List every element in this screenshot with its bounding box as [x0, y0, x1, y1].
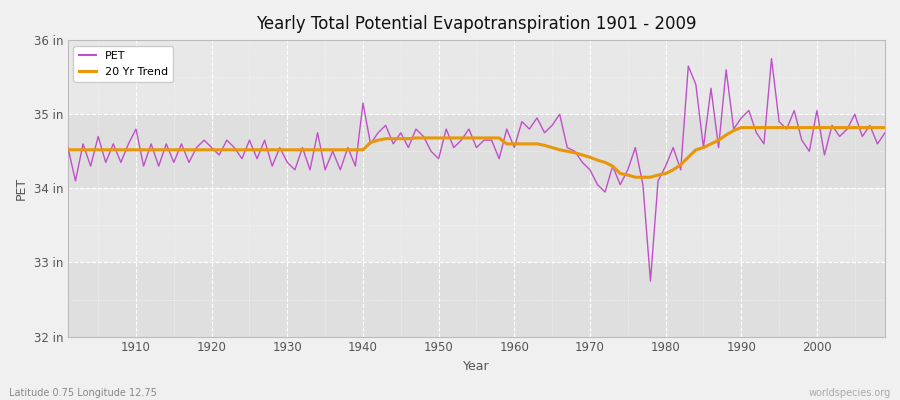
- 20 Yr Trend: [335, 148, 346, 152]
- 20 Yr Trend: [736, 125, 747, 130]
- 20 Yr Trend: [630, 175, 641, 180]
- PET: [501, 127, 512, 132]
- Text: Latitude 0.75 Longitude 12.75: Latitude 0.75 Longitude 12.75: [9, 388, 157, 398]
- Text: worldspecies.org: worldspecies.org: [809, 388, 891, 398]
- Bar: [68, 262, 885, 336]
- 20 Yr Trend: [123, 148, 134, 152]
- 20 Yr Trend: [508, 142, 519, 146]
- PET: [335, 168, 346, 172]
- Title: Yearly Total Potential Evapotranspiration 1901 - 2009: Yearly Total Potential Evapotranspiratio…: [256, 15, 697, 33]
- 20 Yr Trend: [501, 142, 512, 146]
- PET: [645, 278, 656, 283]
- PET: [766, 56, 777, 61]
- Y-axis label: PET: PET: [15, 177, 28, 200]
- Bar: [68, 0, 885, 40]
- PET: [599, 190, 610, 194]
- 20 Yr Trend: [62, 148, 73, 152]
- 20 Yr Trend: [290, 148, 301, 152]
- PET: [290, 168, 301, 172]
- PET: [62, 145, 73, 150]
- PET: [508, 145, 519, 150]
- PET: [123, 142, 134, 146]
- Line: PET: PET: [68, 59, 885, 281]
- PET: [879, 130, 890, 135]
- 20 Yr Trend: [599, 160, 610, 165]
- Bar: [68, 114, 885, 188]
- X-axis label: Year: Year: [464, 360, 490, 373]
- 20 Yr Trend: [879, 125, 890, 130]
- Line: 20 Yr Trend: 20 Yr Trend: [68, 128, 885, 177]
- Legend: PET, 20 Yr Trend: PET, 20 Yr Trend: [74, 46, 174, 82]
